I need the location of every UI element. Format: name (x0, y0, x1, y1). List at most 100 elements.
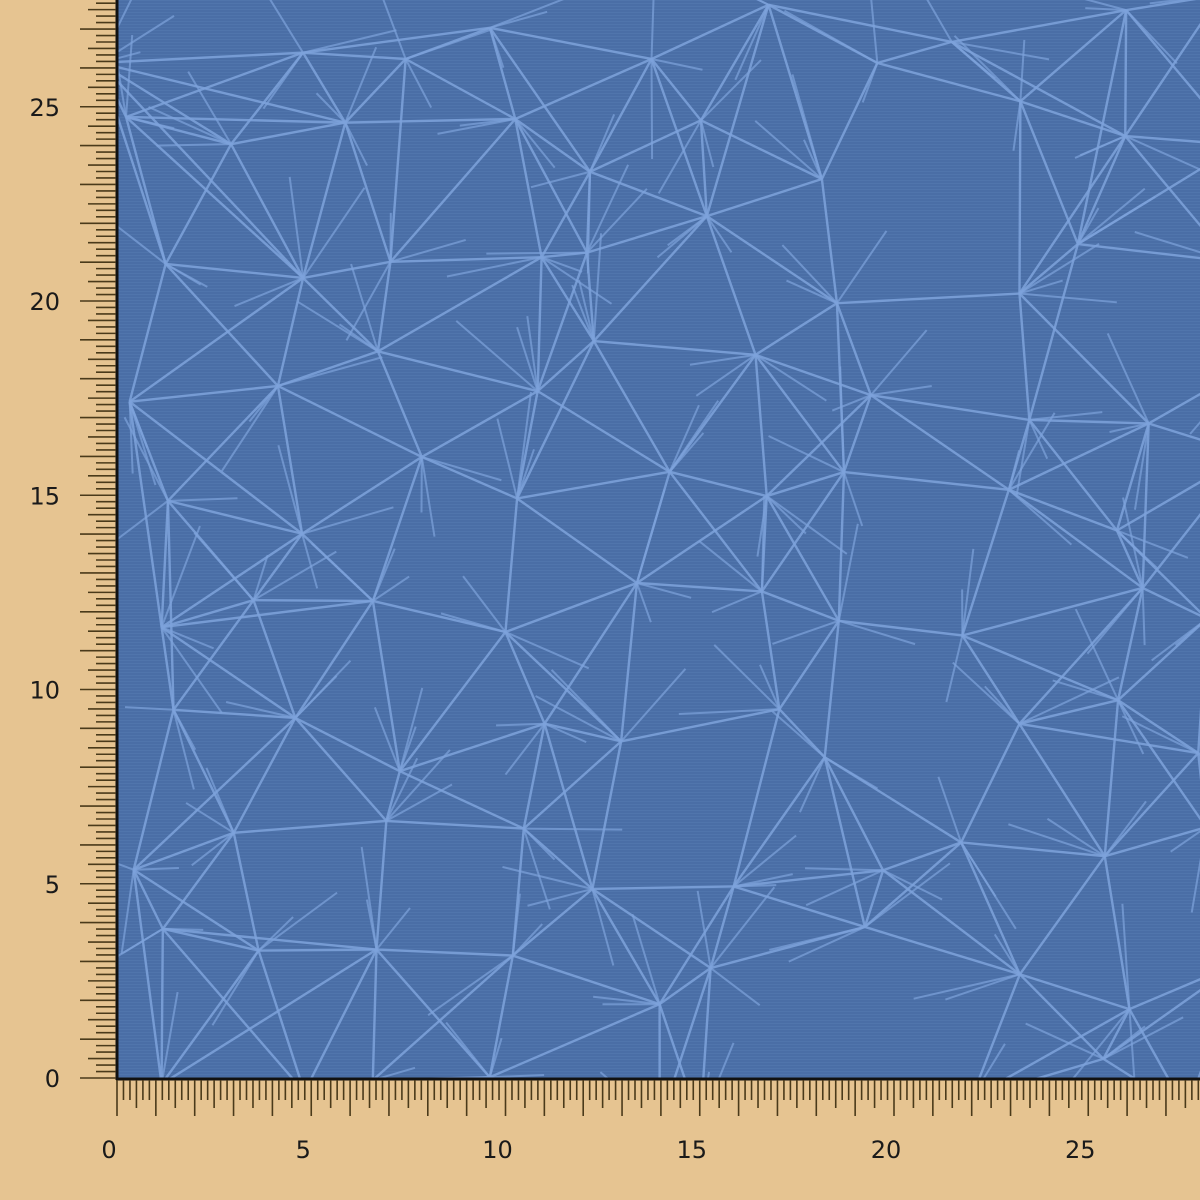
pattern-line (120, 869, 135, 955)
pattern-line (277, 384, 423, 459)
pattern-line (951, 8, 1127, 44)
pattern-line (1102, 1016, 1184, 1060)
pattern-line (488, 955, 514, 1078)
pattern-line (660, 1124, 830, 1125)
pattern-line (161, 928, 294, 1078)
pattern-line (695, 354, 757, 397)
pattern-line (122, 927, 164, 954)
pattern-line (1141, 423, 1150, 589)
pattern-line (162, 927, 204, 931)
pattern-line (225, 701, 296, 719)
pattern-line (588, 58, 653, 173)
x-ruler-label: 20 (871, 1136, 902, 1164)
pattern-line (1117, 699, 1199, 755)
pattern-line (385, 757, 419, 822)
pattern-line (673, 967, 712, 1078)
pattern-line (755, 353, 872, 397)
pattern-line (385, 783, 453, 822)
pattern-line (842, 394, 873, 473)
pattern-line (489, 10, 548, 29)
pattern-line (376, 350, 423, 458)
pattern-line (993, 933, 1021, 975)
pattern-line (837, 523, 859, 621)
pattern-line (1116, 587, 1144, 701)
pattern-line (1077, 242, 1200, 260)
pattern-line (926, 0, 953, 43)
pattern-line (620, 668, 687, 743)
x-ruler-label: 0 (101, 1136, 116, 1164)
pattern-line (837, 472, 846, 621)
pattern-line (706, 177, 823, 218)
pattern-line (863, 869, 885, 928)
pattern-line (522, 740, 622, 830)
pattern-line (651, 58, 703, 71)
pattern-line (126, 115, 346, 124)
pattern-line (488, 27, 505, 69)
pattern-line (310, 542, 374, 602)
pattern-line (527, 888, 593, 907)
pattern-line (301, 52, 347, 124)
pattern-line (118, 114, 167, 265)
pattern-line (164, 143, 233, 265)
pattern-line (754, 120, 823, 180)
pattern-line (302, 260, 391, 280)
pattern-line (221, 385, 279, 472)
pattern-line (824, 756, 879, 790)
fabric-pattern (118, 0, 1200, 1125)
pattern-line (713, 644, 781, 710)
pattern-line (550, 669, 622, 743)
pattern-line (167, 497, 238, 502)
pattern-line (344, 122, 368, 167)
pattern-line (668, 404, 700, 473)
pattern-line (870, 329, 928, 396)
pattern-line (876, 40, 953, 65)
pattern-line (1007, 450, 1021, 491)
pattern-line (376, 1066, 416, 1078)
pattern-line (257, 891, 338, 952)
pattern-line (365, 899, 378, 950)
pattern-line (118, 862, 135, 871)
pattern-line (504, 631, 546, 725)
x-ruler-label: 5 (296, 1136, 311, 1164)
pattern-line (711, 590, 763, 614)
pattern-line (1007, 412, 1056, 491)
pattern-line (345, 117, 516, 124)
pattern-line (505, 581, 638, 634)
pattern-line (733, 834, 797, 888)
pattern-line (1128, 1009, 1136, 1078)
pattern-line (398, 687, 424, 772)
pattern-line (172, 709, 197, 751)
x-ruler-label: 10 (482, 1136, 513, 1164)
pattern-line (445, 1021, 491, 1078)
pattern-line (1018, 101, 1022, 294)
pattern-line (386, 819, 524, 830)
pattern-line (591, 888, 615, 966)
pattern-line (1018, 973, 1105, 1060)
pattern-line (592, 215, 708, 342)
pattern-line (294, 717, 388, 822)
pattern-line (165, 263, 202, 286)
pattern-line (488, 27, 591, 173)
pattern-line (589, 113, 616, 173)
fabric-background (118, 0, 1200, 1078)
pattern-line (823, 756, 867, 928)
pattern-line (591, 741, 623, 890)
pattern-line (128, 401, 157, 486)
pattern-line (864, 862, 951, 928)
pattern-line (870, 393, 1030, 422)
pattern-line (489, 1073, 545, 1078)
pattern-line (376, 948, 513, 957)
pattern-line (129, 384, 279, 403)
pattern-line (399, 770, 525, 830)
pattern-line (234, 277, 304, 308)
pattern-line (373, 707, 401, 772)
pattern-line (118, 15, 175, 53)
pattern-line (700, 1124, 830, 1125)
pattern-line (1085, 7, 1127, 12)
fabric-area (118, 0, 1200, 1125)
pattern-line (699, 120, 715, 168)
pattern-line (302, 187, 366, 279)
pattern-line (781, 244, 838, 304)
pattern-line (191, 831, 235, 867)
pattern-line (578, 279, 595, 342)
